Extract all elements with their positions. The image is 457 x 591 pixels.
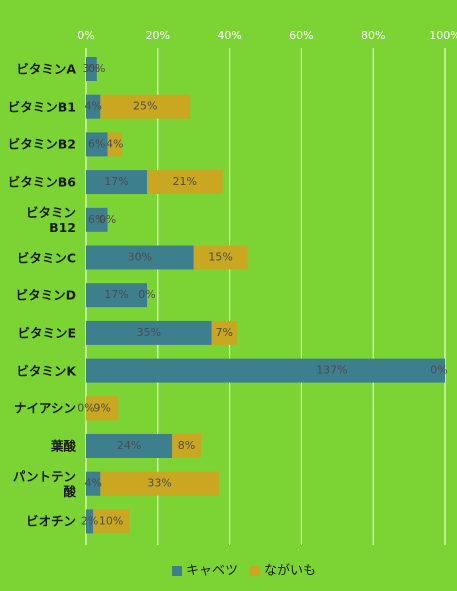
bar (86, 358, 445, 383)
bar (100, 471, 219, 496)
x-tick-label: 100% (429, 29, 457, 42)
bar (86, 94, 101, 119)
value-label: 7% (215, 326, 232, 339)
value-label: 4% (106, 137, 123, 150)
bar (86, 434, 173, 458)
value-label: 9% (93, 401, 110, 414)
value-label: 17% (104, 175, 128, 188)
category-label: ビタミンC (16, 250, 76, 265)
bar (86, 320, 212, 345)
category-label: 葉酸 (50, 438, 76, 454)
value-label: 6% (88, 137, 105, 150)
value-label: 10% (99, 514, 123, 527)
value-label: 24% (117, 439, 141, 452)
value-label: 8% (178, 439, 195, 452)
category-label: ビタミンB6 (7, 174, 76, 190)
legend-label: ながいも (264, 564, 316, 579)
value-label: 30% (128, 251, 152, 264)
value-label: 0% (77, 401, 94, 414)
bar (211, 320, 237, 345)
category-label: ビタミンE (17, 325, 76, 341)
bar (86, 471, 101, 496)
category-label: ビタミンB1 (7, 99, 76, 115)
value-label: 3% (83, 62, 100, 75)
value-label: 33% (147, 477, 171, 490)
bar (172, 434, 201, 458)
value-label: 35% (137, 326, 161, 339)
value-label: 0% (88, 62, 105, 75)
value-label: 17% (104, 288, 128, 301)
value-label: 0% (99, 213, 116, 226)
bar (147, 170, 223, 195)
value-label: 4% (84, 100, 101, 113)
x-tick-label: 20% (146, 29, 170, 42)
bar (193, 245, 248, 270)
legend-swatch (172, 566, 182, 576)
bar (93, 509, 130, 534)
bar (100, 94, 191, 119)
category-label: ビタミンB2 (7, 136, 76, 152)
bar (86, 132, 108, 157)
value-label: 0% (430, 364, 447, 377)
category-label: ビタミンK (16, 363, 76, 379)
bar (86, 283, 148, 308)
category-label: ビタミンA (16, 61, 76, 77)
value-label: 4% (84, 477, 101, 490)
category-label: ビオチン (25, 513, 76, 529)
bars (86, 57, 445, 534)
x-tick-label: 80% (361, 29, 385, 42)
bar (86, 396, 119, 421)
bar (107, 132, 122, 157)
value-label: 21% (172, 175, 196, 188)
value-label: 25% (133, 100, 157, 113)
category-label: パントテン酸 (12, 468, 76, 499)
category-label: ナイアシン (13, 400, 76, 416)
legend-label: キャベツ (186, 564, 238, 579)
category-label: ビタミンD (15, 287, 76, 303)
bar (86, 245, 194, 270)
bar (86, 207, 108, 232)
x-tick-label: 60% (289, 29, 313, 42)
value-label: 2% (81, 514, 98, 527)
value-label: 137% (316, 364, 347, 377)
value-label: 6% (88, 213, 105, 226)
value-label: 15% (208, 251, 232, 264)
category-label: ビタミンB12 (25, 204, 76, 235)
bar (86, 57, 97, 81)
value-label: 0% (138, 288, 155, 301)
x-tick-label: 0% (77, 29, 94, 42)
legend-swatch (250, 566, 261, 576)
bar (86, 509, 94, 534)
x-tick-label: 40% (217, 29, 241, 42)
bar (86, 170, 148, 195)
